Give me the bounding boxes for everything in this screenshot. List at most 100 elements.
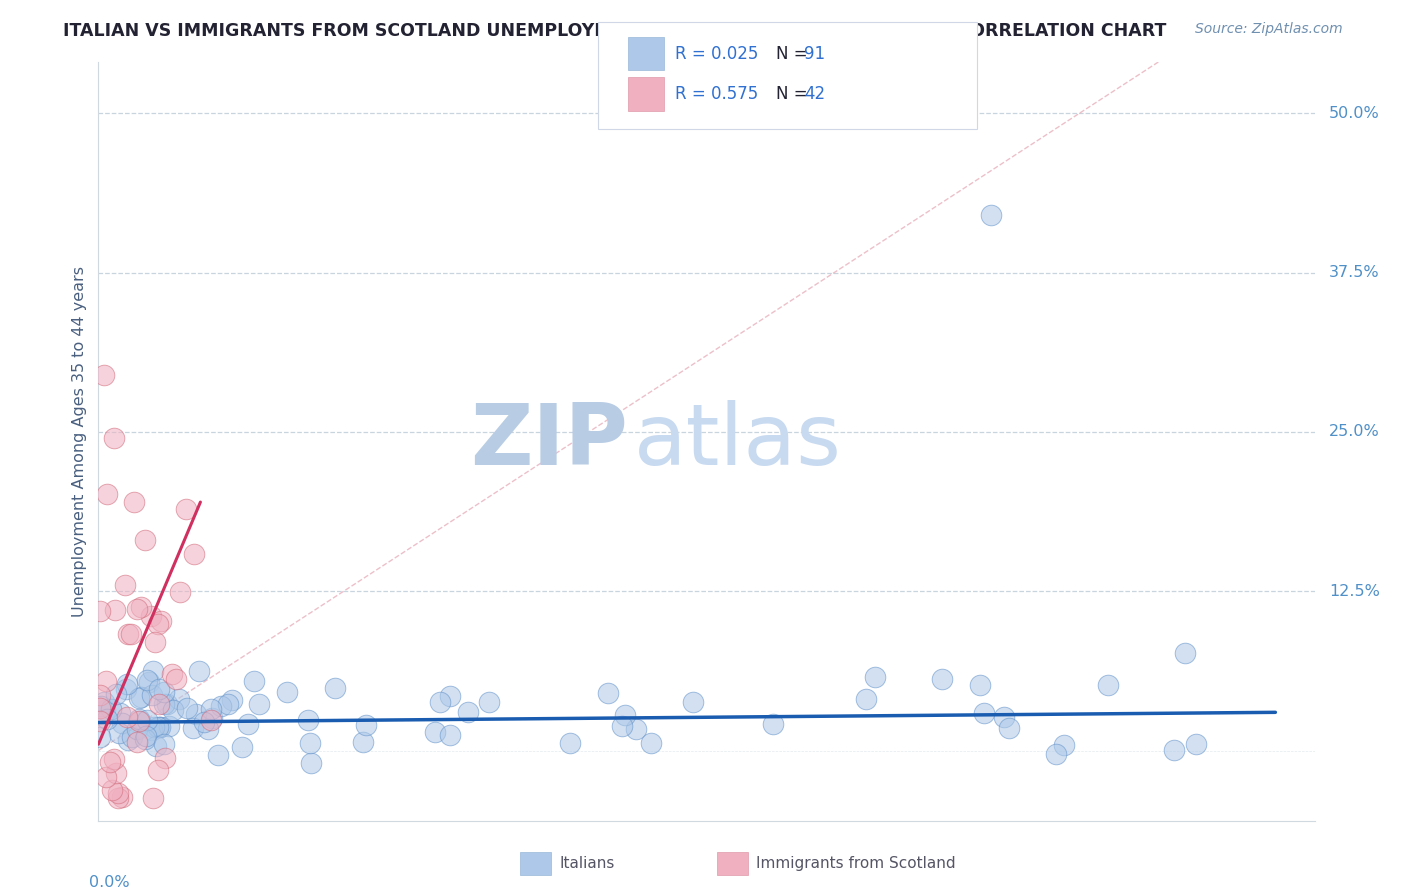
Point <box>149 721 172 735</box>
Text: 0.0%: 0.0% <box>89 875 129 890</box>
Point <box>478 695 501 709</box>
Point <box>125 601 148 615</box>
Point <box>200 713 222 727</box>
Point <box>103 431 125 445</box>
Point <box>104 687 127 701</box>
Point <box>183 547 205 561</box>
Point <box>612 719 634 733</box>
Point <box>107 786 129 800</box>
Point <box>96 713 118 727</box>
Point <box>108 706 131 721</box>
Point <box>146 764 169 778</box>
Point <box>115 677 138 691</box>
Point <box>931 673 953 687</box>
Point <box>165 672 187 686</box>
Text: 50.0%: 50.0% <box>1329 106 1379 121</box>
Point <box>94 703 117 717</box>
Text: 91: 91 <box>804 45 825 62</box>
Point <box>94 674 117 689</box>
Point <box>153 737 176 751</box>
Point <box>682 695 704 709</box>
Point <box>100 701 122 715</box>
Point <box>614 707 637 722</box>
Point <box>197 722 219 736</box>
Point <box>439 728 461 742</box>
Point <box>142 664 165 678</box>
Point <box>624 723 647 737</box>
Point <box>96 487 118 501</box>
Point <box>120 626 142 640</box>
Point <box>200 702 222 716</box>
Point <box>299 756 322 771</box>
Text: 42: 42 <box>804 85 825 103</box>
Point <box>117 710 139 724</box>
Point <box>148 616 170 631</box>
Point <box>207 747 229 762</box>
Point <box>640 736 662 750</box>
Point <box>209 699 232 714</box>
Point <box>969 678 991 692</box>
Point <box>107 790 129 805</box>
Text: 12.5%: 12.5% <box>1329 583 1381 599</box>
Point <box>89 701 111 715</box>
Point <box>598 686 620 700</box>
Point <box>148 681 170 696</box>
Point <box>122 495 145 509</box>
Point <box>135 673 157 687</box>
Point <box>560 735 582 749</box>
Text: R = 0.575: R = 0.575 <box>675 85 758 103</box>
Point <box>129 600 152 615</box>
Point <box>89 604 111 618</box>
Point <box>135 729 157 743</box>
Point <box>103 751 125 765</box>
Point <box>89 714 111 728</box>
Point <box>998 721 1021 735</box>
Point <box>138 675 160 690</box>
Point <box>193 715 215 730</box>
Point <box>139 609 162 624</box>
Point <box>128 714 150 729</box>
Point <box>143 635 166 649</box>
Point <box>153 751 176 765</box>
Point <box>110 715 132 730</box>
Point <box>157 718 180 732</box>
Point <box>1045 747 1067 762</box>
Point <box>152 685 174 699</box>
Point <box>201 710 224 724</box>
Point <box>125 722 148 736</box>
Point <box>89 688 111 702</box>
Point <box>134 533 156 548</box>
Text: Source: ZipAtlas.com: Source: ZipAtlas.com <box>1195 22 1343 37</box>
Point <box>169 584 191 599</box>
Point <box>101 782 124 797</box>
Text: 37.5%: 37.5% <box>1329 265 1379 280</box>
Point <box>762 717 785 731</box>
Point <box>299 736 322 750</box>
Point <box>121 731 143 745</box>
Point <box>128 712 150 726</box>
Point <box>174 502 197 516</box>
Point <box>141 723 163 738</box>
Y-axis label: Unemployment Among Ages 35 to 44 years: Unemployment Among Ages 35 to 44 years <box>72 266 87 617</box>
Point <box>128 714 150 728</box>
Point <box>98 755 121 769</box>
Point <box>162 703 184 717</box>
Point <box>352 735 374 749</box>
Point <box>231 739 253 754</box>
Point <box>1185 737 1208 751</box>
Point <box>993 710 1015 724</box>
Point <box>93 695 115 709</box>
Point <box>169 692 191 706</box>
Point <box>217 697 239 711</box>
Point <box>149 720 172 734</box>
Point <box>153 697 176 711</box>
Point <box>439 689 461 703</box>
Point <box>104 603 127 617</box>
Point <box>176 701 198 715</box>
Point <box>143 720 166 734</box>
Point <box>125 734 148 748</box>
Point <box>429 695 451 709</box>
Point <box>160 667 183 681</box>
Point <box>855 692 877 706</box>
Point <box>1174 646 1197 660</box>
